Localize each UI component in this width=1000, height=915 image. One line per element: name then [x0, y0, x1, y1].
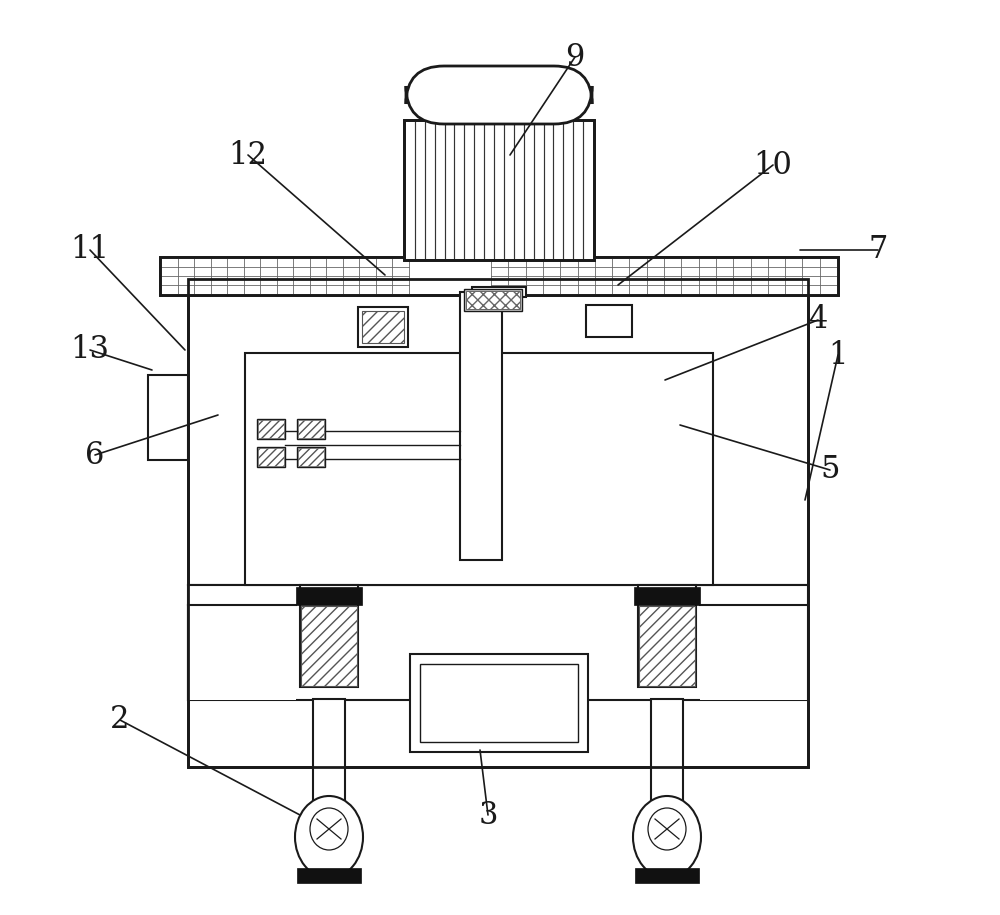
- Bar: [298, 448, 324, 466]
- Bar: [362, 311, 404, 343]
- Ellipse shape: [295, 796, 363, 878]
- Bar: [639, 606, 695, 686]
- Bar: [634, 587, 700, 605]
- Bar: [301, 606, 357, 686]
- Bar: [257, 447, 285, 467]
- Bar: [188, 279, 808, 767]
- Bar: [258, 420, 284, 438]
- Text: 7: 7: [868, 234, 888, 265]
- Bar: [297, 419, 325, 439]
- Bar: [188, 279, 808, 767]
- Bar: [257, 419, 285, 439]
- Text: 4: 4: [808, 305, 828, 336]
- Ellipse shape: [633, 796, 701, 878]
- Bar: [160, 257, 838, 295]
- Text: 5: 5: [820, 455, 840, 486]
- Bar: [298, 420, 324, 438]
- Text: 2: 2: [110, 705, 130, 736]
- Text: 12: 12: [228, 139, 268, 170]
- Bar: [296, 587, 362, 605]
- Bar: [297, 868, 361, 883]
- Text: 6: 6: [85, 439, 105, 470]
- Bar: [464, 289, 522, 311]
- Bar: [313, 699, 345, 807]
- Bar: [651, 699, 683, 807]
- Text: 3: 3: [478, 800, 498, 831]
- Bar: [300, 585, 358, 687]
- Bar: [404, 120, 594, 260]
- Bar: [472, 287, 526, 297]
- Text: 9: 9: [565, 41, 585, 72]
- Bar: [635, 868, 699, 883]
- Bar: [410, 654, 588, 752]
- Bar: [638, 585, 696, 687]
- Bar: [420, 664, 578, 742]
- Bar: [188, 585, 808, 700]
- Bar: [466, 291, 520, 309]
- Bar: [160, 257, 838, 295]
- Bar: [148, 375, 188, 460]
- Bar: [297, 447, 325, 467]
- Bar: [245, 353, 713, 585]
- Bar: [188, 605, 296, 700]
- FancyBboxPatch shape: [406, 66, 592, 124]
- Bar: [586, 305, 632, 337]
- Text: 13: 13: [70, 335, 110, 365]
- Bar: [258, 448, 284, 466]
- Bar: [700, 605, 808, 700]
- Text: 10: 10: [754, 149, 792, 180]
- Bar: [358, 307, 408, 347]
- Text: 11: 11: [70, 234, 110, 265]
- Text: 1: 1: [828, 339, 848, 371]
- Bar: [404, 120, 594, 260]
- Bar: [460, 292, 502, 560]
